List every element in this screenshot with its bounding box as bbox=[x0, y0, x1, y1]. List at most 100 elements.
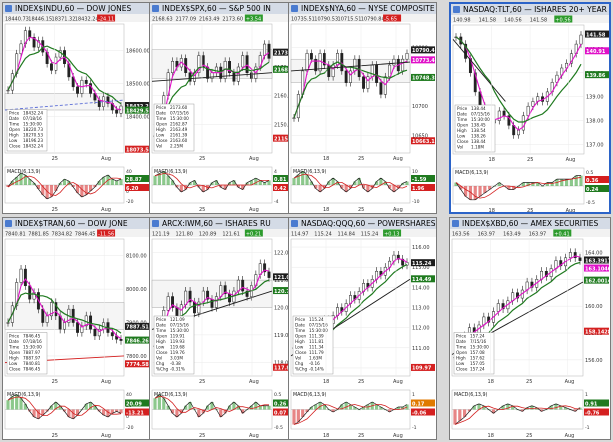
macd-histogram-bar bbox=[401, 407, 405, 410]
price-tick-label: 8000.00 bbox=[126, 287, 147, 293]
ohlc-readout-value: 114.97 bbox=[291, 232, 309, 238]
candle-body bbox=[119, 338, 123, 341]
macd-label: MACD(6,13,9) bbox=[293, 392, 327, 398]
chart-panel[interactable]: ARCX:IWM,60 — ISHARES RU 121.19 121.80 120.… bbox=[149, 217, 299, 440]
info-label: Chg bbox=[295, 361, 304, 366]
ohlc-readout-value: 2163.49 bbox=[199, 17, 220, 23]
macd-histogram-bar bbox=[521, 182, 525, 186]
chart-svg: 114.97 115.24 114.84 115.24 +0.13 116.00 115.0… bbox=[289, 229, 436, 439]
price-tick-label: 10650 bbox=[412, 133, 428, 139]
macd-histogram-bar bbox=[314, 185, 318, 189]
macd-histogram-bar bbox=[175, 409, 179, 417]
candle-body bbox=[336, 53, 339, 66]
price-tick-label: 8100.00 bbox=[126, 254, 147, 260]
ohlc-readout-value: 120.89 bbox=[199, 232, 217, 238]
info-label: High bbox=[295, 339, 305, 344]
candle-body bbox=[28, 30, 32, 38]
info-label: Price bbox=[156, 105, 167, 110]
candle-body bbox=[106, 96, 110, 104]
macd-histogram-bar bbox=[296, 409, 300, 422]
info-label: Time bbox=[155, 116, 167, 121]
macd-histogram-bar bbox=[93, 405, 97, 410]
chart-panel[interactable]: INDEX$NYA,60 — NYSE COMPOSITE IN 10735.51… bbox=[288, 2, 437, 214]
price-marker-box bbox=[273, 273, 297, 281]
chart-svg: 163.56 163.97 163.49 163.97 +0.41 164.00 162.0… bbox=[450, 229, 610, 439]
chart-panel[interactable]: NASDAQ:TLT,60 — ISHARES 20+ YEAR 140.98 14… bbox=[449, 2, 611, 214]
info-value: 121.09 bbox=[170, 317, 185, 322]
chart-panel[interactable]: INDEX$TRAN,60 — DOW JONE 7840.81 7881.85 78… bbox=[2, 217, 151, 440]
candle-body bbox=[197, 301, 201, 314]
macd-histogram-bar bbox=[467, 409, 472, 412]
macd-histogram-bar bbox=[477, 403, 481, 410]
price-marker-box bbox=[411, 46, 435, 54]
chart-panel[interactable]: INDEX$INDU,60 — DOW JONES 18440.73 18446.1… bbox=[2, 2, 151, 214]
ohlc-readout-value: 7834.82 bbox=[52, 232, 73, 238]
fast-moving-average-line bbox=[7, 278, 122, 340]
price-tick-label: 114.00 bbox=[412, 285, 430, 291]
ohlc-readout-value: 2168.63 bbox=[152, 17, 173, 23]
info-value: 7887.97 bbox=[23, 350, 41, 355]
chart-title: INDEX$NYA,60 — NYSE COMPOSITE IN bbox=[301, 4, 437, 13]
info-label: Low bbox=[295, 345, 304, 350]
macd-histogram-bar bbox=[115, 181, 119, 185]
chart-window-icon bbox=[291, 220, 298, 227]
info-value: 157.05 bbox=[470, 361, 485, 366]
candle-body bbox=[401, 58, 405, 72]
price-marker-label: 10773.459 bbox=[412, 58, 436, 64]
info-label: Close bbox=[9, 144, 21, 149]
price-marker-label: 121.09 bbox=[274, 275, 294, 281]
chart-panel[interactable]: NASDAQ:QQQ,60 — POWERSHARES Q 114.97 115.2… bbox=[288, 217, 437, 440]
info-label: Low bbox=[9, 138, 18, 143]
candle-body bbox=[353, 58, 357, 72]
macd-histogram-bar bbox=[110, 179, 114, 185]
chart-panel[interactable]: INDEX$SPX,60 — S&P 500 IN 2168.63 2177.09 2… bbox=[149, 2, 299, 214]
info-value: 7846.45 bbox=[23, 367, 41, 372]
info-value: 111.79 bbox=[309, 350, 324, 355]
macd-histogram-bar bbox=[32, 409, 36, 417]
info-label: Price bbox=[456, 334, 467, 339]
macd-histogram-bar bbox=[54, 402, 58, 410]
candle-body bbox=[375, 64, 379, 83]
macd-histogram-bar bbox=[353, 181, 357, 185]
macd-histogram-bar bbox=[526, 182, 530, 186]
chart-panel[interactable]: INDEX$XBD,60 — AMEX SECURITIES 163.56 163.… bbox=[449, 217, 611, 440]
candle-body bbox=[210, 72, 214, 79]
macd-histogram-bar bbox=[401, 183, 405, 185]
macd-histogram-bar bbox=[488, 186, 492, 190]
macd-value-box bbox=[273, 175, 297, 182]
macd-histogram-bar bbox=[15, 394, 19, 410]
info-label: Close bbox=[9, 367, 21, 372]
macd-histogram-bar bbox=[19, 398, 23, 410]
macd-value-box bbox=[273, 399, 297, 407]
info-value: 2163.49 bbox=[170, 127, 188, 132]
macd-value-label: 0.24 bbox=[586, 187, 599, 193]
info-label: Price bbox=[9, 111, 20, 116]
info-label: Open bbox=[456, 350, 468, 355]
macd-histogram-bar bbox=[309, 407, 313, 410]
macd-histogram-bar bbox=[292, 178, 296, 185]
macd-histogram-bar bbox=[258, 405, 262, 410]
macd-histogram-bar bbox=[214, 180, 218, 185]
ohlc-readout-value: -5.65 bbox=[384, 17, 397, 23]
macd-histogram-bar bbox=[23, 403, 27, 410]
macd-histogram-bar bbox=[188, 402, 192, 410]
info-value: 07/15/16 bbox=[471, 112, 490, 117]
time-tick-label: 25 bbox=[52, 379, 58, 385]
macd-histogram-bar bbox=[453, 409, 457, 425]
info-label: Close bbox=[295, 350, 307, 355]
candle-body bbox=[36, 40, 40, 48]
macd-histogram-bar bbox=[318, 402, 322, 410]
info-label: Low bbox=[156, 133, 165, 138]
ohlc-readout-value: 140.56 bbox=[504, 18, 522, 24]
macd-tick-label: -1 bbox=[412, 425, 417, 431]
chart-title: INDEX$XBD,60 — AMEX SECURITIES bbox=[462, 219, 599, 228]
candle-body bbox=[292, 117, 296, 119]
candle-body bbox=[370, 64, 374, 78]
macd-signal-line bbox=[455, 176, 582, 199]
info-value: -0.16 bbox=[309, 361, 320, 366]
info-label: Time bbox=[456, 117, 468, 122]
info-value: 115.24 bbox=[309, 317, 324, 322]
candle-body bbox=[245, 290, 249, 297]
price-tick-label: 116.00 bbox=[412, 245, 430, 251]
candle-body bbox=[228, 61, 231, 73]
